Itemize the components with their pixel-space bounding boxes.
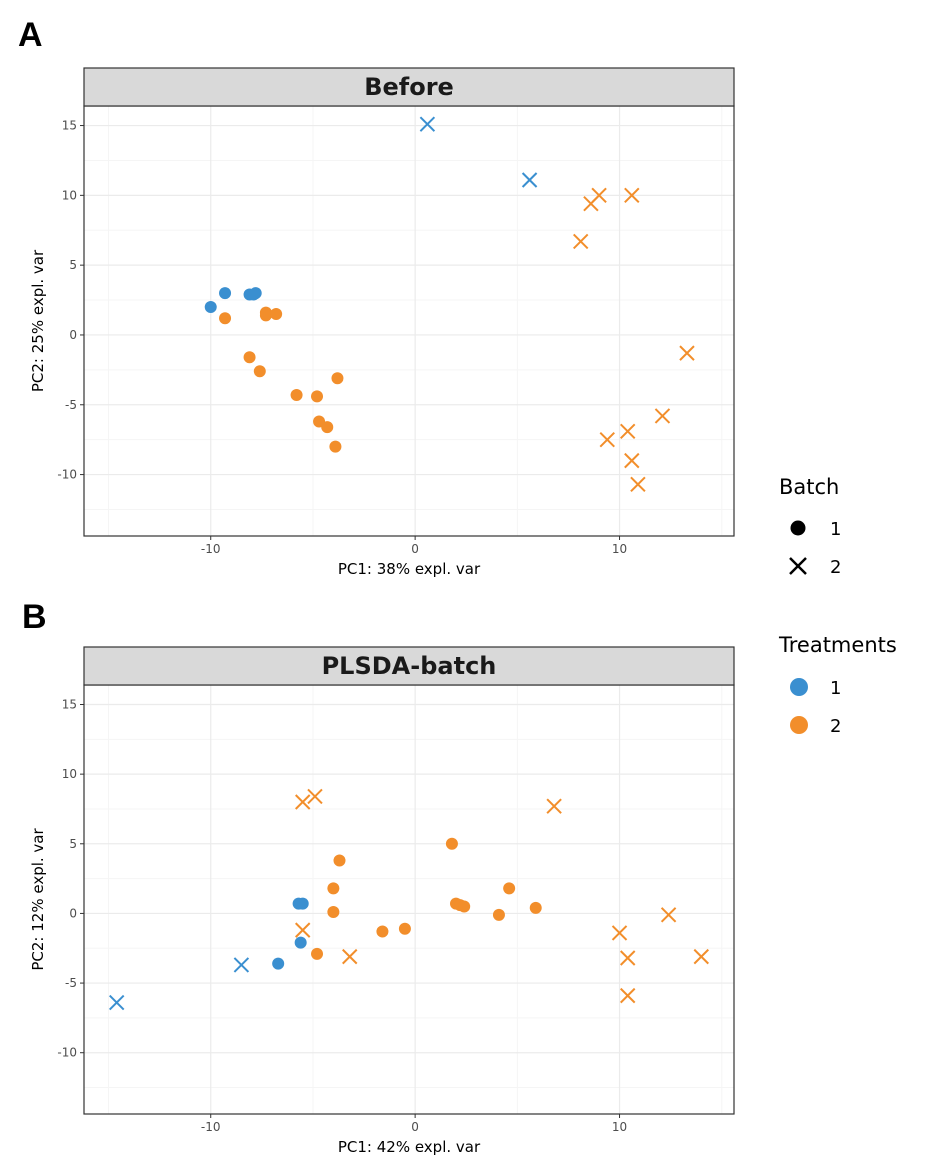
panel-b-point-batch2-treatment2 (660, 907, 677, 923)
panel-a-point-batch1-treatment1 (204, 301, 217, 314)
panel-b-strip (83, 646, 735, 686)
panel-b-y-tick-label: 0 (69, 906, 77, 920)
panel-a-y-axis-title: PC2: 25% expl. var (29, 249, 47, 392)
panel-b-point-batch2-treatment2 (693, 948, 710, 965)
panel-a-point-batch2-treatment2 (630, 476, 646, 493)
panel-a-point-batch1-treatment2 (270, 308, 283, 321)
panel-b-point-batch2-treatment2 (295, 922, 311, 938)
panel-b-point-batch2-treatment2 (546, 798, 562, 814)
panel-a-x-axis-title: PC1: 38% expl. var (338, 560, 481, 578)
panel-b-y-tick-label: -5 (65, 976, 77, 990)
panel-b-x-tick-label: 10 (612, 1120, 627, 1134)
panel-a-y-tick-label: 0 (69, 328, 77, 342)
panel-b-point-batch1-treatment1 (294, 936, 307, 949)
legend-batch-label-1: 1 (830, 519, 841, 540)
panel-a-point-batch1-treatment1 (219, 287, 232, 300)
legend-treatments: Treatments 1 2 (778, 633, 897, 737)
legend-batch-label-2: 2 (830, 557, 841, 578)
panel-a-point-batch2-treatment2 (624, 187, 640, 204)
panel-b-x-axis-title: PC1: 42% expl. var (338, 1138, 481, 1156)
panel-b-point-batch1-treatment1 (296, 897, 309, 910)
legend-batch-cross-key (789, 557, 807, 575)
panel-b-y-tick-label: 5 (69, 837, 77, 851)
panel-a-point-batch1-treatment2 (331, 372, 344, 385)
panel-a-point-batch2-treatment2 (654, 408, 671, 424)
panel-a-point-batch2-treatment2 (679, 345, 695, 361)
panel-a-point-batch1-treatment2 (329, 440, 342, 453)
panel-a-x-tick-label: 0 (411, 542, 419, 556)
panel-a-point-batch2-treatment1 (419, 116, 436, 132)
panel-a-x-tick-label: 10 (612, 542, 627, 556)
panel-b-point-batch2-treatment1 (108, 994, 125, 1011)
panel-a-point-batch2-treatment2 (624, 452, 640, 469)
panel-b-point-batch1-treatment2 (333, 854, 346, 867)
panel-a-point-batch1-treatment2 (311, 390, 324, 403)
panel-b-plsda-batch: PLSDA-batch -10 0 10 -10 -5 0 5 10 15 PC1: 42% exp… (29, 646, 735, 1156)
panel-a-point-batch2-treatment2 (591, 187, 607, 204)
panel-a-point-batch2-treatment2 (572, 233, 589, 250)
panel-b-point-batch2-treatment2 (307, 788, 323, 805)
panel-a-point-batch1-treatment2 (321, 421, 334, 434)
panel-b-point-batch1-treatment2 (327, 882, 340, 895)
panel-b-point-batch1-treatment2 (311, 947, 324, 960)
panel-b-point-batch1-treatment2 (327, 906, 340, 919)
legend-treatments-title: Treatments (778, 633, 897, 657)
panel-b-x-tick-label: 0 (411, 1120, 419, 1134)
panel-b-point-batch2-treatment2 (295, 794, 311, 810)
legend-treatment-label-1: 1 (830, 678, 841, 699)
panel-a-point-batch1-treatment2 (243, 351, 256, 364)
panel-b-point-batch1-treatment2 (503, 882, 516, 895)
panel-a-y-tick-label: 5 (69, 258, 77, 272)
panel-b-y-axis-title: PC2: 12% expl. var (29, 828, 47, 971)
legend-batch: Batch 1 2 (779, 475, 841, 578)
panel-b-point-batch1-treatment2 (445, 837, 458, 850)
panel-a-point-batch1-treatment2 (259, 309, 272, 322)
panel-b-y-tick-label: -10 (57, 1046, 77, 1060)
panel-b-point-batch1-treatment2 (398, 922, 411, 935)
panel-a-point-batch2-treatment2 (599, 431, 615, 448)
panel-b-point-batch1-treatment2 (458, 900, 471, 913)
panel-b-point-batch2-treatment2 (342, 948, 358, 965)
panel-letter-b: B (22, 598, 47, 636)
legend-treatment-2-key (790, 716, 808, 734)
panel-b-point-batch1-treatment2 (492, 908, 505, 921)
panel-a-point-batch1-treatment2 (290, 388, 303, 401)
panel-a-point-batch2-treatment2 (620, 423, 636, 439)
panel-b-point-batch2-treatment1 (233, 957, 250, 973)
legend-batch-title: Batch (779, 475, 839, 499)
legend-treatment-1-key (790, 678, 808, 696)
panel-a-strip (83, 67, 735, 107)
panel-b-point-batch1-treatment2 (376, 925, 389, 938)
panel-a-strip-title: Before (364, 73, 454, 101)
legend-batch-circle-key (790, 520, 806, 536)
panel-b-point-batch2-treatment2 (611, 925, 628, 941)
panel-a-plot-area (84, 106, 734, 536)
panel-a-y-tick-label: 10 (62, 188, 77, 202)
legend-treatment-label-2: 2 (830, 716, 841, 737)
panel-a-y-tick-label: 15 (62, 119, 77, 133)
panel-letter-a: A (18, 16, 43, 54)
panel-b-y-tick-label: 10 (62, 767, 77, 781)
panel-b-y-tick-label: 15 (62, 698, 77, 712)
panel-b-plot-area (84, 685, 734, 1114)
panel-a-point-batch1-treatment2 (253, 365, 266, 378)
panel-a-before: Before -10 0 10 -10 -5 0 5 10 15 PC1: 38% expl. va… (29, 67, 735, 578)
panel-b-point-batch1-treatment2 (529, 901, 542, 914)
panel-a-y-tick-label: -5 (65, 398, 77, 412)
panel-b-point-batch2-treatment2 (620, 950, 636, 966)
panel-a-y-tick-label: -10 (57, 468, 77, 482)
panel-a-x-tick-label: -10 (201, 542, 221, 556)
panel-b-point-batch1-treatment1 (272, 957, 285, 970)
panel-a-point-batch1-treatment2 (219, 312, 232, 325)
panel-b-point-batch2-treatment2 (620, 987, 636, 1004)
panel-a-point-batch1-treatment1 (247, 288, 260, 301)
panel-b-strip-title: PLSDA-batch (322, 652, 497, 680)
panel-a-point-batch2-treatment1 (521, 172, 538, 188)
panel-b-x-tick-label: -10 (201, 1120, 221, 1134)
